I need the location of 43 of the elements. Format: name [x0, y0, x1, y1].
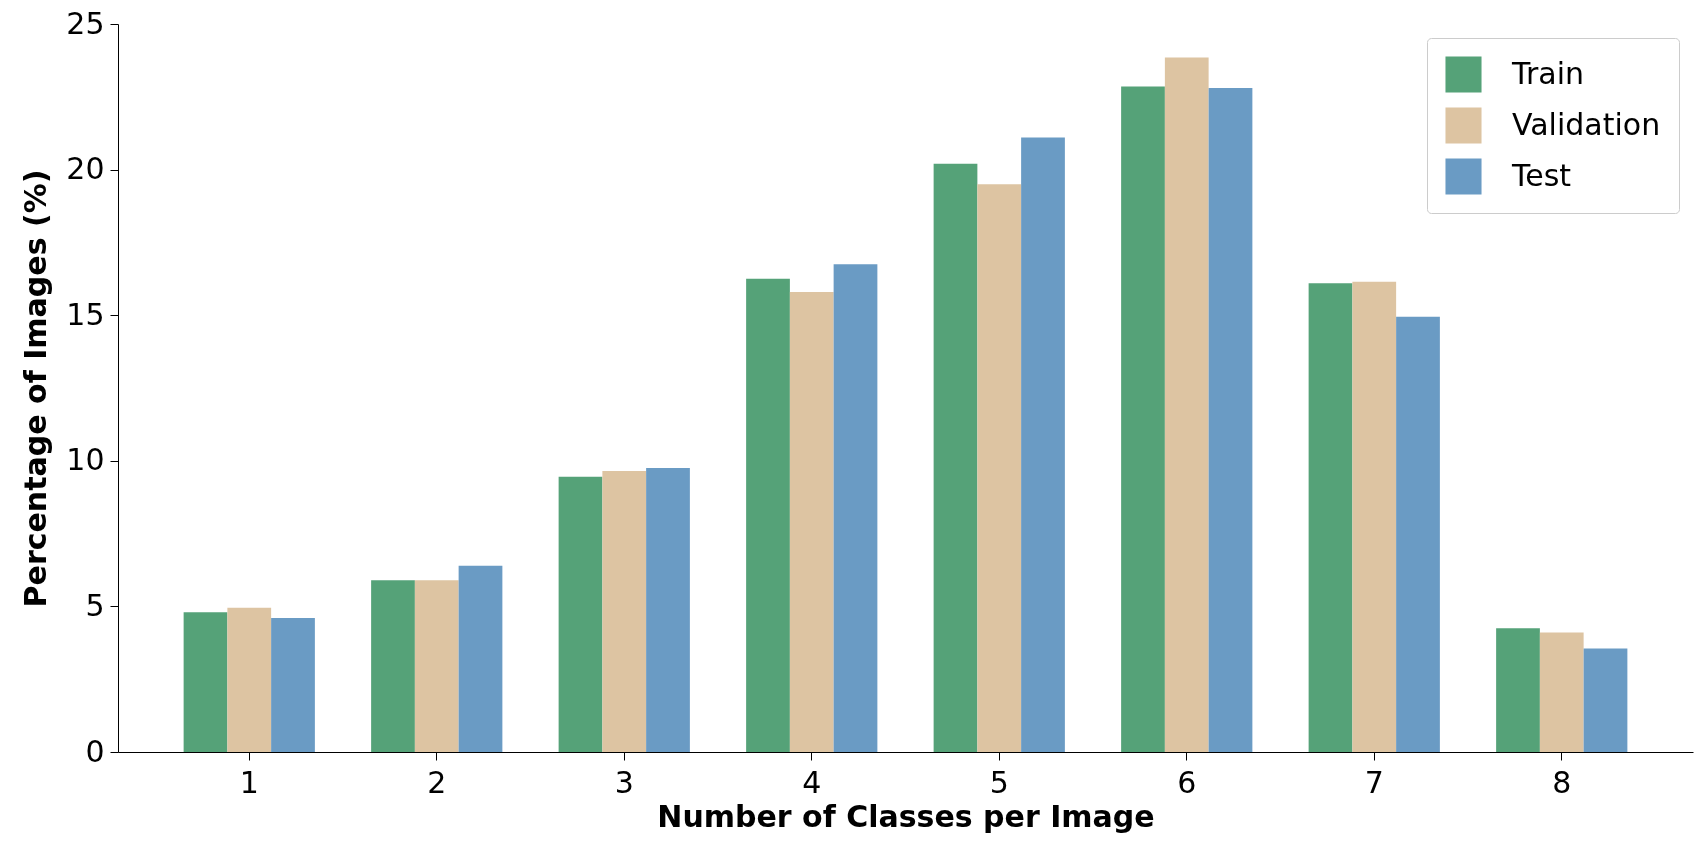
y-tick-label: 15	[66, 296, 105, 332]
x-tick-label: 8	[1552, 764, 1572, 800]
bar	[933, 163, 978, 752]
bar	[558, 476, 603, 752]
y-axis-title: Percentage of Images (%)	[18, 169, 54, 608]
bar	[1308, 283, 1353, 752]
bar	[1396, 316, 1440, 752]
y-tick-label: 10	[66, 442, 105, 478]
bar	[746, 278, 790, 752]
bar	[833, 264, 878, 752]
bar	[1021, 137, 1065, 752]
bar	[602, 470, 647, 752]
bar	[789, 291, 834, 752]
bar	[1121, 86, 1165, 752]
bar	[458, 565, 503, 752]
x-tick-label: 4	[802, 764, 822, 800]
x-axis-title: Number of Classes per Image	[657, 798, 1155, 834]
y-tick-label: 0	[85, 733, 105, 769]
bar	[414, 580, 459, 752]
y-tick-label: 20	[66, 151, 105, 187]
bar	[371, 580, 415, 752]
x-tick-label: 1	[239, 764, 259, 800]
y-tick-label: 5	[85, 587, 105, 623]
legend-label: Validation	[1512, 106, 1661, 142]
y-tick-label: 25	[66, 5, 105, 41]
x-tick-label: 5	[989, 764, 1009, 800]
bar	[271, 618, 315, 752]
bar	[1352, 281, 1397, 752]
bar	[227, 607, 272, 752]
x-tick-label: 6	[1177, 764, 1197, 800]
x-tick-label: 7	[1364, 764, 1384, 800]
bar	[977, 184, 1022, 752]
x-tick-label: 3	[614, 764, 634, 800]
bar	[183, 612, 228, 752]
bar	[1208, 88, 1253, 752]
x-tick-label: 2	[427, 764, 447, 800]
bar	[646, 468, 690, 752]
bar	[1539, 632, 1584, 752]
legend-label: Test	[1511, 157, 1572, 193]
bar	[1164, 57, 1209, 752]
legend-label: Train	[1511, 55, 1584, 91]
bar	[1583, 648, 1628, 752]
bar	[1496, 628, 1540, 752]
